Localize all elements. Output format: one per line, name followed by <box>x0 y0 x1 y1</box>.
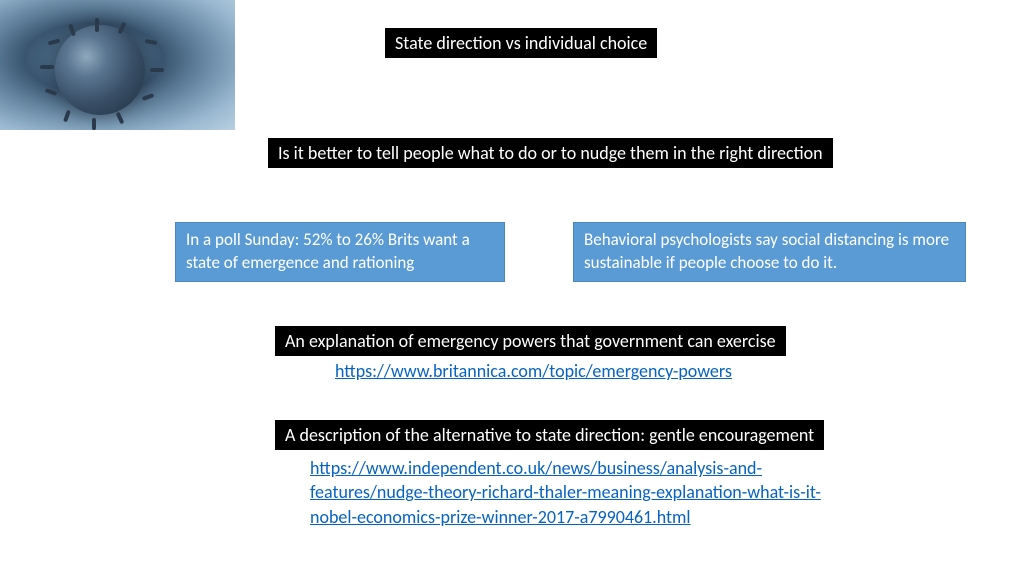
poll-box: In a poll Sunday: 52% to 26% Brits want … <box>175 222 505 282</box>
virus-core <box>55 25 145 115</box>
behavior-box: Behavioral psychologists say social dist… <box>573 222 966 282</box>
alternative-box: A description of the alternative to stat… <box>275 420 824 450</box>
virus-image <box>0 0 235 130</box>
subtitle-box: Is it better to tell people what to do o… <box>268 138 833 168</box>
explain-box: An explanation of emergency powers that … <box>275 326 786 356</box>
independent-link[interactable]: https://www.independent.co.uk/news/busin… <box>310 456 830 529</box>
britannica-link[interactable]: https://www.britannica.com/topic/emergen… <box>335 360 732 382</box>
title-box: State direction vs individual choice <box>385 28 657 58</box>
